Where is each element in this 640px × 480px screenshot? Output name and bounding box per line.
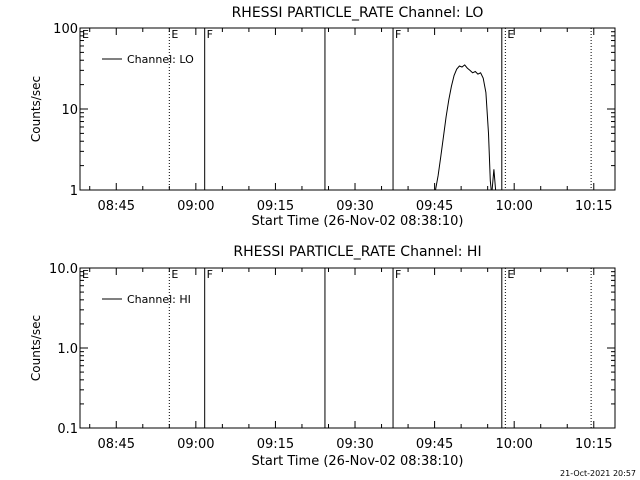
edge-marker-label: E — [82, 28, 89, 41]
x-tick-label: 10:00 — [495, 199, 532, 214]
series-line — [435, 64, 492, 191]
event-marker-label: E — [171, 28, 178, 41]
y-axis-label: Counts/sec — [29, 76, 43, 142]
y-tick-label: 10.0 — [49, 262, 78, 277]
x-tick-label: 10:15 — [575, 199, 612, 214]
footer-timestamp: 21-Oct-2021 20:57 — [560, 469, 636, 478]
x-tick-label: 10:00 — [495, 437, 532, 452]
x-tick-label: 09:30 — [336, 437, 373, 452]
legend-label: Channel: HI — [127, 293, 191, 306]
x-tick-label: 08:45 — [98, 437, 135, 452]
event-marker-label: F — [207, 268, 213, 281]
series-line — [491, 169, 497, 191]
x-tick-label: 08:45 — [98, 199, 135, 214]
edge-marker-label: E — [82, 268, 89, 281]
y-tick-label: 1.0 — [57, 342, 78, 357]
x-tick-label: 09:00 — [177, 437, 214, 452]
chart-title: RHESSI PARTICLE_RATE Channel: HI — [233, 244, 481, 260]
chart-title: RHESSI PARTICLE_RATE Channel: LO — [232, 5, 484, 21]
y-axis-label: Counts/sec — [29, 315, 43, 381]
event-marker-label: F — [207, 28, 213, 41]
event-marker-label: E — [507, 268, 514, 281]
y-tick-label: 10 — [61, 103, 78, 118]
event-marker-label: E — [507, 28, 514, 41]
x-tick-label: 10:15 — [575, 437, 612, 452]
chart-panel-1: RHESSI PARTICLE_RATE Channel: LO Start Ti… — [29, 5, 616, 229]
event-marker-label: F — [395, 28, 401, 41]
chart-panel-2: RHESSI PARTICLE_RATE Channel: HI Start Ti… — [29, 244, 616, 469]
x-tick-label: 09:30 — [336, 199, 373, 214]
x-axis-label: Start Time (26-Nov-02 08:38:10) — [252, 214, 464, 229]
y-tick-label: 100 — [53, 22, 78, 37]
x-tick-label: 09:15 — [257, 437, 294, 452]
x-tick-label: 09:45 — [416, 199, 453, 214]
plot-frame — [79, 267, 616, 429]
x-tick-label: 09:15 — [257, 199, 294, 214]
x-tick-label: 09:45 — [416, 437, 453, 452]
x-tick-label: 09:00 — [177, 199, 214, 214]
x-axis-label: Start Time (26-Nov-02 08:38:10) — [252, 454, 464, 469]
y-tick-label: 1 — [70, 184, 78, 199]
y-tick-label: 0.1 — [57, 422, 78, 437]
legend-label: Channel: LO — [127, 53, 194, 66]
event-marker-label: E — [171, 268, 178, 281]
event-marker-label: F — [395, 268, 401, 281]
